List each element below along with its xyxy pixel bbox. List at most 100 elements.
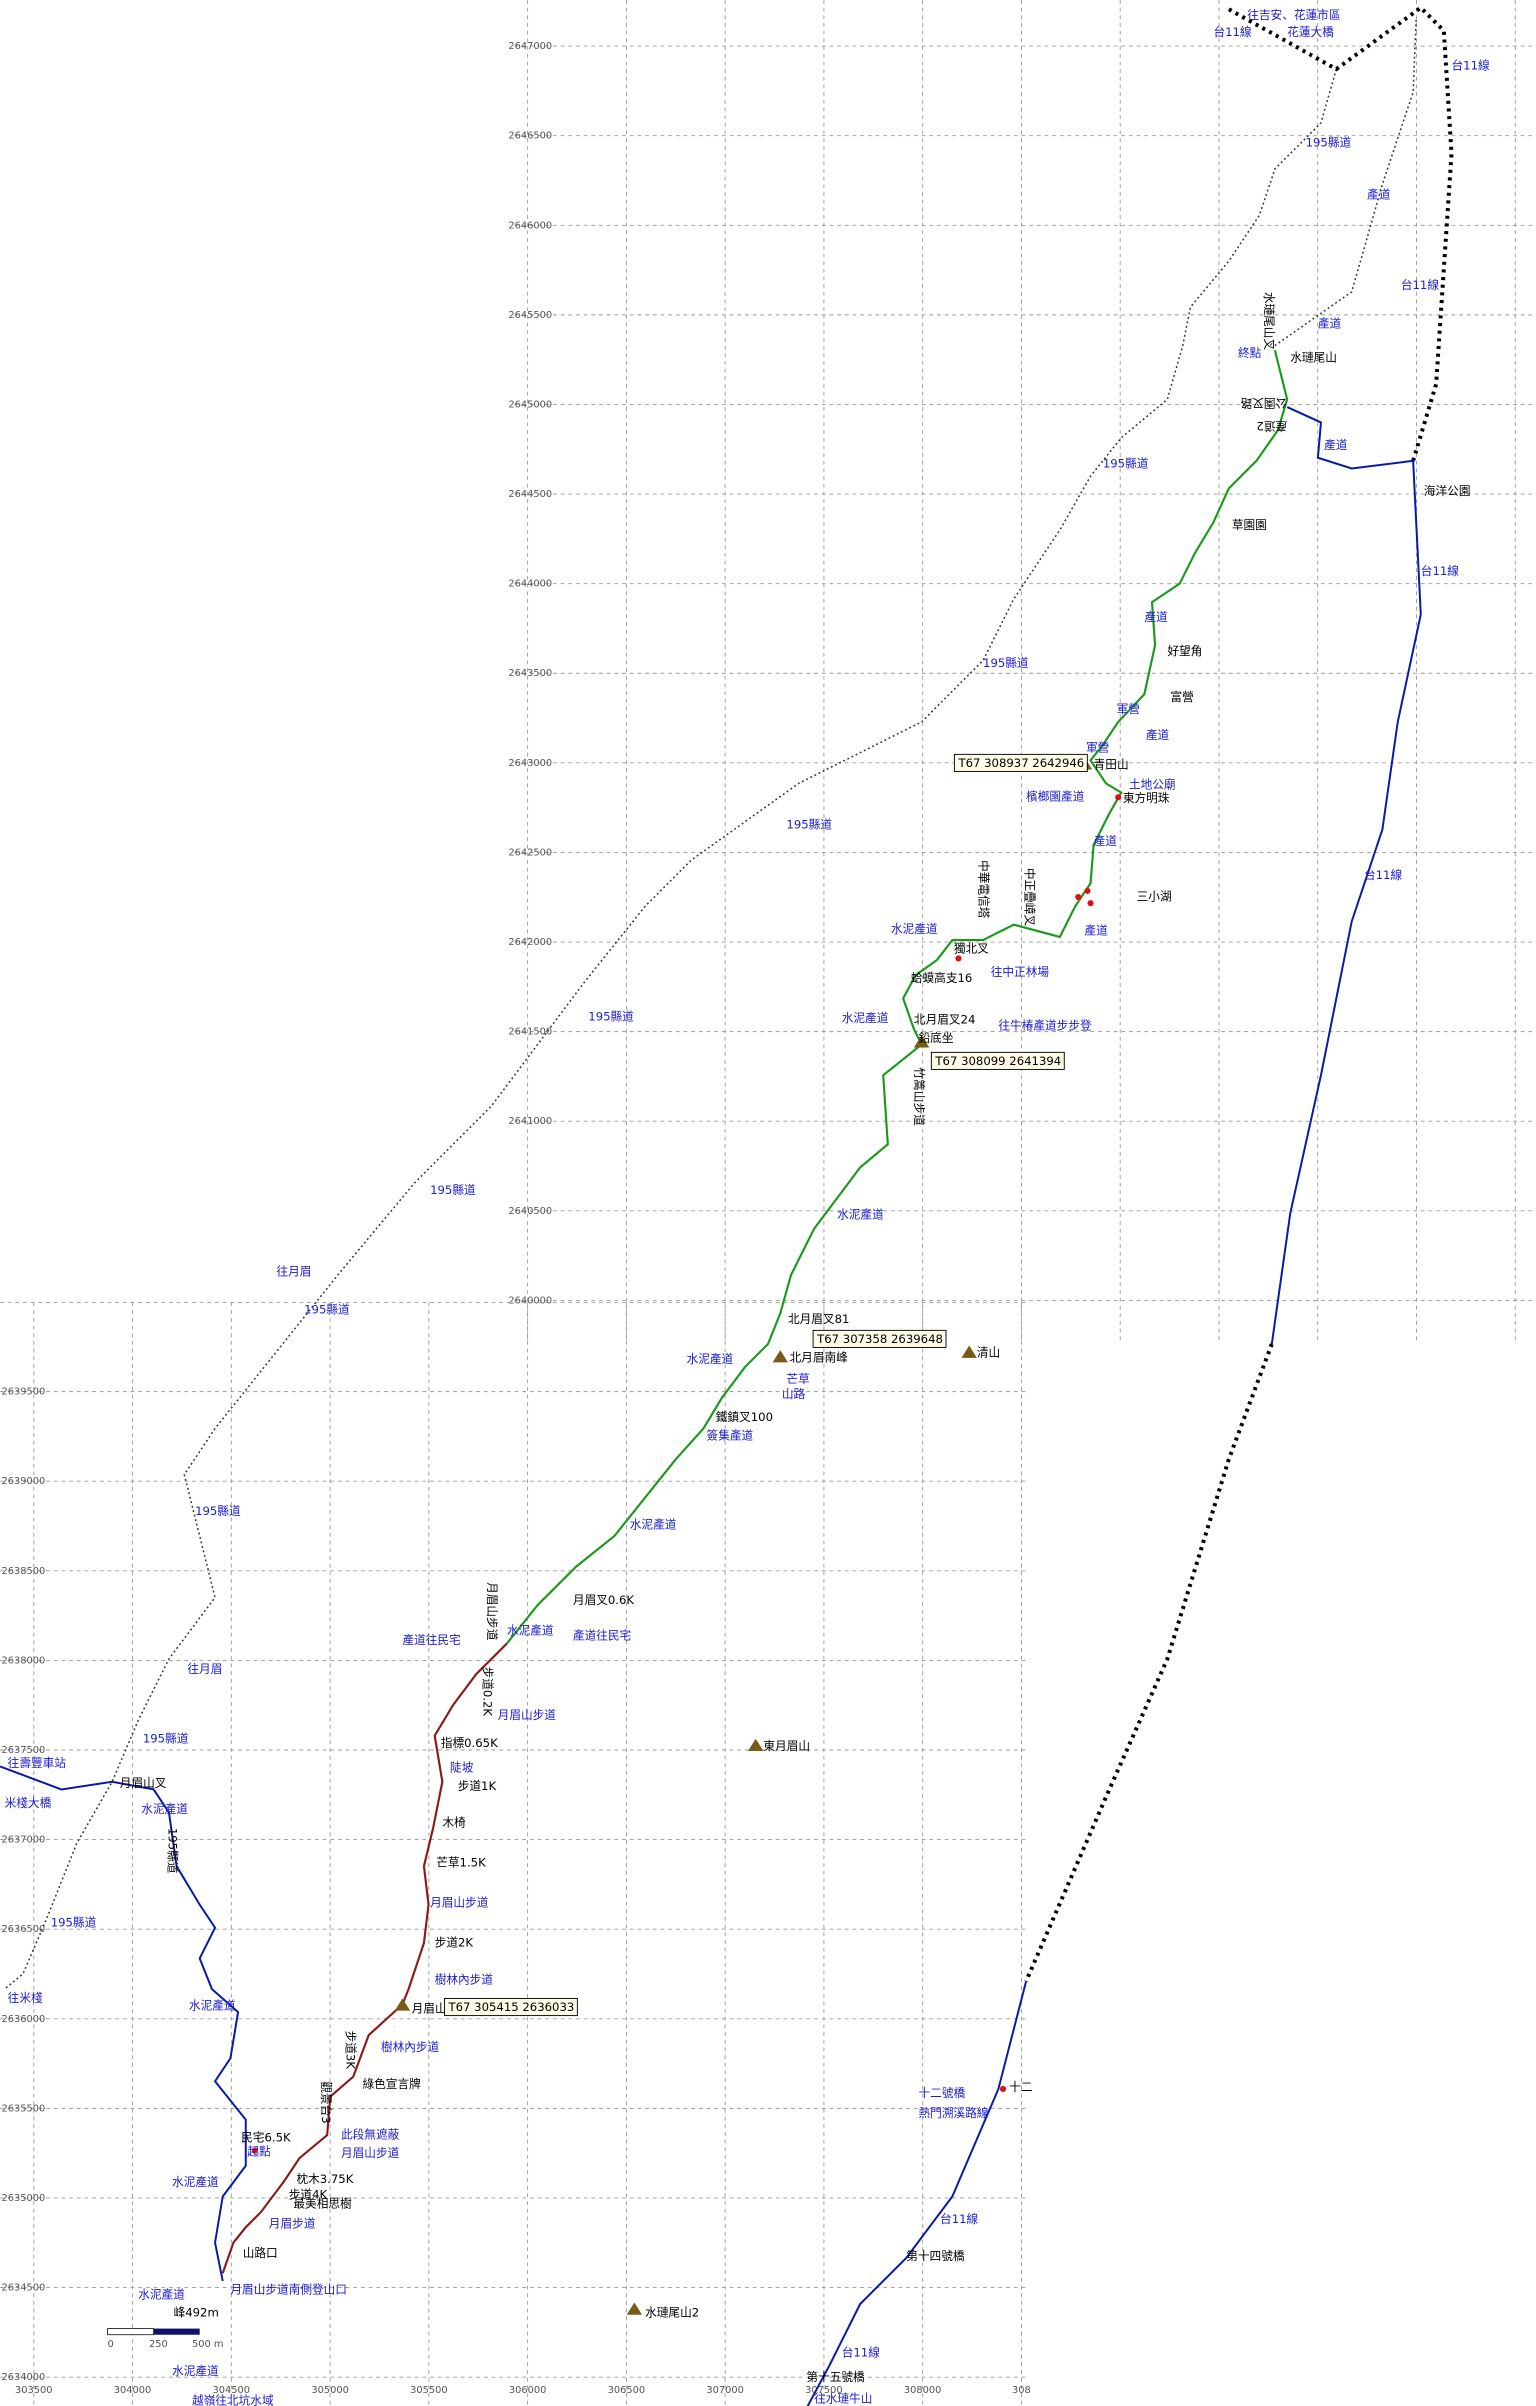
northing-label: 2638500 — [2, 1566, 46, 1577]
map-label: 195縣道 — [143, 1731, 189, 1745]
map-label: 指標0.65K — [441, 1736, 498, 1750]
peak-icon — [394, 757, 1093, 2315]
map-label: 台11線 — [940, 2212, 978, 2226]
map-label: 峰492m — [174, 2306, 219, 2320]
map-label: 起點 — [247, 2144, 271, 2158]
map-label: 195縣道 — [304, 1303, 350, 1317]
map-label: 水泥產道 — [189, 1999, 236, 2013]
map-label: 產道 — [1324, 438, 1348, 452]
coordinate-label: T67 308937 2642946 — [957, 756, 1084, 770]
icons — [251, 757, 1122, 2315]
easting-label: 306000 — [509, 2385, 547, 2396]
map-label: 水泥產道 — [507, 1624, 554, 1638]
map-label: 產道 — [1144, 610, 1168, 624]
coordinate-box — [930, 1051, 1065, 1070]
map-label: 土地公廟 — [1129, 777, 1176, 791]
map-label: 月眉叉0.6K — [573, 1593, 635, 1607]
labels: 往吉安、花蓮市區花蓮大橋台11線台11線195縣道產道台11線產道水璉尾山叉終點… — [5, 8, 1490, 2406]
map-label: 民宅6.5K — [241, 2131, 291, 2145]
easting-label: 308 — [1012, 2385, 1031, 2396]
map-label: 鉛底坐 — [919, 1031, 954, 1045]
map-label: 水璉尾山 — [1290, 350, 1337, 364]
map-label: 往壽豐車站 — [8, 1756, 67, 1770]
map-label: 中華電信塔 — [977, 860, 991, 919]
map-label: 第十五號橋 — [806, 2370, 865, 2384]
map-label: 檳榔園產道 — [1026, 790, 1085, 804]
scale-label: 500 m — [192, 2339, 223, 2350]
map-label: 第十四號橋 — [906, 2249, 965, 2263]
map-label: 195縣道 — [51, 1916, 97, 1930]
northing-label: 2641000 — [508, 1116, 552, 1127]
map-label: 往吉安、花蓮市區 — [1247, 8, 1340, 22]
map-label: 產道 — [1084, 923, 1108, 937]
map-label: 米棧大橋 — [5, 1796, 52, 1810]
scale-label: 250 — [149, 2339, 168, 2350]
northing-label: 2639500 — [2, 1387, 46, 1398]
map-label: 蛤蟆高支16 — [911, 971, 972, 985]
road-tai11-dotted — [1227, 5, 1454, 462]
map-label: 此段無遮蔽 — [341, 2128, 400, 2142]
northing-label: 2635000 — [2, 2193, 46, 2204]
northing-label: 2641500 — [508, 1027, 552, 1038]
map-label: 枕木3.75K — [296, 2172, 353, 2186]
map-label: 草園園 — [1232, 518, 1267, 532]
coordinate-box — [443, 1998, 578, 2017]
northing-label: 2638000 — [2, 1655, 46, 1666]
map-label: 軍營 — [1117, 702, 1140, 716]
map-label: 台11線 — [1364, 868, 1402, 882]
map-label: 月眉山步道 — [341, 2146, 400, 2160]
map-label: 三小湖 — [1137, 890, 1172, 904]
map-label: 山路 — [782, 1387, 806, 1401]
map-label: 月眉山步道南側登山口 — [230, 2283, 347, 2297]
map-label: 越嶺往北坑水域 — [192, 2393, 274, 2406]
northing-label: 2636500 — [2, 1924, 46, 1935]
coordinate-box — [812, 1329, 947, 1348]
northing-label: 2645000 — [508, 399, 552, 410]
map-label: 195縣道 — [1306, 135, 1352, 149]
map-label: 往水璉牛山 — [814, 2392, 872, 2406]
map-label: 月眉山步道 — [498, 1708, 557, 1722]
map-label: 熱門溯溪路線 — [919, 2106, 989, 2120]
easting-label: 306500 — [608, 2385, 646, 2396]
map-label: 步道1K — [458, 1779, 497, 1793]
map-label: 台11線 — [1421, 564, 1459, 578]
northing-label: 2644500 — [508, 489, 552, 500]
routes — [0, 5, 1454, 2406]
map-label: 195縣道 — [983, 656, 1029, 670]
coordinate-label: T67 307358 2639648 — [816, 1332, 943, 1346]
road-195-dotted — [1274, 18, 1417, 347]
map-label: 月眉步道 — [269, 2217, 316, 2231]
road-tai11 — [806, 1981, 1028, 2406]
northing-label: 2637000 — [2, 1835, 46, 1846]
map-label: 月眉山 — [412, 2002, 447, 2016]
northing-label: 2635500 — [2, 2103, 46, 2114]
map-label: 台11線 — [1452, 59, 1490, 73]
map-label: 195縣道 — [195, 1504, 241, 1518]
map-label: 陡坡 — [450, 1760, 474, 1774]
northing-label: 2645500 — [508, 310, 552, 321]
map-label: 往中正林場 — [991, 965, 1050, 979]
map-label: 芒草1.5K — [436, 1856, 486, 1870]
map-label: 195縣道 — [430, 1183, 476, 1197]
northing-label: 2643000 — [508, 758, 552, 769]
easting-label: 304000 — [114, 2385, 152, 2396]
map-label: 北月眉叉81 — [788, 1312, 849, 1326]
map-label: 軍營 — [1086, 741, 1109, 755]
map-label: 產道 — [1367, 188, 1391, 202]
northing-label: 2646000 — [508, 220, 552, 231]
map-label: 往米棧 — [8, 1991, 43, 2005]
northing-label: 2637500 — [2, 1745, 46, 1756]
easting-label: 305500 — [410, 2385, 448, 2396]
easting-label: 308000 — [904, 2385, 942, 2396]
map-label: 水泥產道 — [630, 1518, 677, 1532]
road-195-dotted — [4, 68, 1338, 1990]
map-label: 北月眉南峰 — [790, 1350, 849, 1364]
map-label: 產道往民宅 — [573, 1628, 631, 1642]
map-label: 水泥產道 — [138, 2287, 185, 2301]
map-label: 195縣道 — [166, 1828, 180, 1874]
map-label: 中正疊嶂叉 — [1023, 868, 1037, 927]
map-label: 芒草 — [786, 1372, 810, 1386]
map-label: 195縣道 — [1103, 456, 1149, 470]
scale-label: 0 — [108, 2339, 114, 2350]
